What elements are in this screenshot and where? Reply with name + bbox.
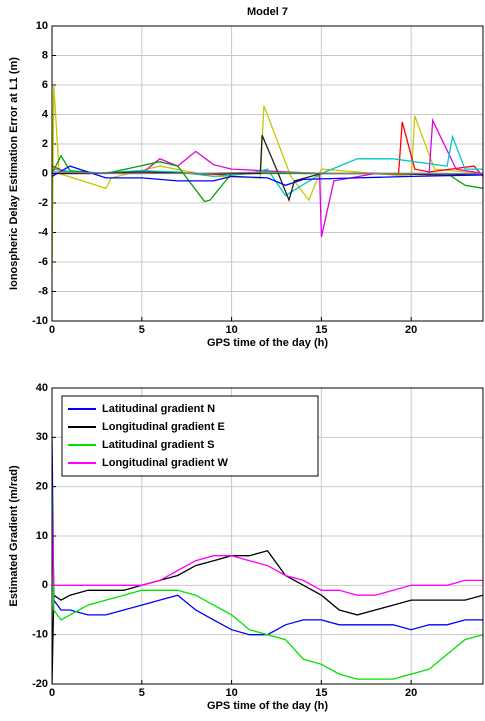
x-tick-label: 20 <box>405 687 417 699</box>
series-line <box>52 550 483 684</box>
series-line <box>52 171 483 175</box>
y-axis-label: Estimated Gradient (m/rad) <box>8 465 20 607</box>
legend-label: Longitudinal gradient E <box>102 421 225 433</box>
x-axis-label: GPS time of the day (h) <box>207 337 328 349</box>
series-group <box>52 84 483 270</box>
series-line <box>52 134 483 197</box>
y-tick-label: 30 <box>36 431 48 443</box>
y-tick-label: -20 <box>32 678 48 690</box>
y-tick-label: 40 <box>36 382 48 394</box>
legend-box <box>61 395 319 477</box>
x-tick-label: 20 <box>405 324 417 336</box>
series-line <box>52 486 483 680</box>
y-tick-label: 0 <box>42 167 48 179</box>
y-tick-label: 10 <box>36 530 48 542</box>
y-tick-label: 10 <box>36 20 48 32</box>
y-tick-label: -8 <box>38 285 48 297</box>
series-line <box>52 165 483 186</box>
y-tick-label: -4 <box>38 226 49 238</box>
x-tick-label: 10 <box>225 687 237 699</box>
chart-title: Model 7 <box>247 6 288 18</box>
series-line <box>52 117 483 238</box>
legend-label: Latitudinal gradient S <box>102 439 214 451</box>
x-tick-label: 10 <box>225 324 237 336</box>
legend-label: Longitudinal gradient W <box>102 457 228 469</box>
y-tick-label: -10 <box>32 629 48 641</box>
y-tick-label: 2 <box>42 138 48 150</box>
x-tick-label: 5 <box>139 324 145 336</box>
series-group <box>52 437 483 684</box>
y-axis-label: Ionospheric Delay Estimation Error at L1… <box>8 57 20 290</box>
y-tick-label: 8 <box>42 49 48 61</box>
plot-frame <box>51 25 484 322</box>
x-tick-label: 0 <box>49 324 55 336</box>
x-tick-label: 15 <box>315 324 327 336</box>
x-tick-label: 15 <box>315 687 327 699</box>
series-line <box>52 84 483 270</box>
y-tick-label: 20 <box>36 481 48 493</box>
series-line <box>52 437 483 636</box>
y-tick-label: 6 <box>42 79 48 91</box>
y-tick-label: -2 <box>38 197 48 209</box>
y-tick-label: 0 <box>42 579 48 591</box>
y-tick-label: -10 <box>32 315 48 327</box>
legend-label: Latitudinal gradient N <box>102 403 215 415</box>
plot-frame <box>51 387 484 685</box>
x-tick-label: 5 <box>139 687 145 699</box>
x-axis-label: GPS time of the day (h) <box>207 700 328 712</box>
y-tick-label: 4 <box>42 108 49 120</box>
y-tick-label: -6 <box>38 256 48 268</box>
series-line <box>52 506 483 596</box>
x-tick-label: 0 <box>49 687 55 699</box>
